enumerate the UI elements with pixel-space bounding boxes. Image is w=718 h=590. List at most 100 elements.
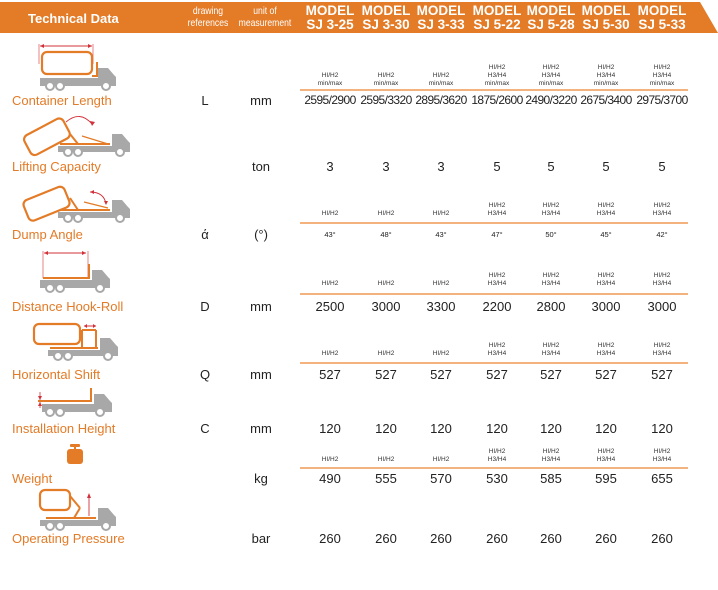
variant-note-line: H3/H4 bbox=[487, 210, 507, 217]
variant-note-line: HI/H2 bbox=[488, 448, 506, 455]
variant-note-line: HI/H2 bbox=[653, 202, 671, 209]
variant-note-line: H3/H4 bbox=[487, 280, 507, 287]
variant-note-line: HI/H2 bbox=[377, 72, 395, 79]
model-variant-note: HI/H2 bbox=[301, 342, 359, 358]
header-unit-of-measurement: unit of measurement bbox=[238, 5, 292, 29]
variant-note-line: H3/H4 bbox=[541, 280, 561, 287]
spec-value: 527 bbox=[540, 367, 562, 382]
header-band bbox=[0, 2, 718, 33]
spec-value: 3000 bbox=[591, 299, 621, 314]
variant-note-line: HI/H2 bbox=[542, 272, 560, 279]
model-variant-note: HI/H2 H3/H4 bbox=[468, 272, 526, 288]
spec-value: 527 bbox=[430, 367, 452, 382]
variant-note-line: HI/H2 bbox=[321, 350, 339, 357]
variant-note-line: min/max bbox=[593, 80, 619, 87]
variant-note-line: HI/H2 bbox=[432, 350, 450, 357]
row-separator bbox=[300, 362, 688, 364]
model-variant-note: HI/H2 H3/H4 bbox=[522, 448, 580, 464]
variant-note-line: HI/H2 bbox=[597, 448, 615, 455]
model-header: MODEL SJ 5-28 bbox=[521, 4, 581, 32]
spec-value: 260 bbox=[595, 531, 617, 546]
model-variant-note: HI/H2 bbox=[301, 272, 359, 288]
unit-of-measurement: mm bbox=[250, 421, 272, 436]
dump-angle-icon bbox=[22, 185, 130, 223]
spec-value: 2200 bbox=[482, 299, 512, 314]
model-variant-note: HI/H2 H3/H4 min/max bbox=[577, 64, 635, 88]
spec-label: Lifting Capacity bbox=[12, 159, 101, 174]
model-header: MODEL SJ 3-30 bbox=[356, 4, 416, 32]
variant-note-line: HI/H2 bbox=[321, 210, 339, 217]
model-header-line1: MODEL bbox=[526, 3, 576, 18]
variant-note-line: HI/H2 bbox=[432, 210, 450, 217]
spec-value: 120 bbox=[375, 421, 397, 436]
variant-note-line: HI/H2 bbox=[653, 342, 671, 349]
model-variant-note: HI/H2 H3/H4 bbox=[633, 272, 691, 288]
unit-of-measurement: bar bbox=[251, 531, 271, 546]
variant-note-line: min/max bbox=[317, 80, 343, 87]
model-variant-note: HI/H2 H3/H4 bbox=[468, 202, 526, 218]
variant-note-line: HI/H2 bbox=[377, 210, 395, 217]
spec-label: Installation Height bbox=[12, 421, 116, 436]
model-header-line1: MODEL bbox=[581, 3, 631, 18]
variant-note-line: HI/H2 bbox=[653, 448, 671, 455]
variant-note-line: HI/H2 bbox=[321, 280, 339, 287]
variant-note-line: H3/H4 bbox=[652, 350, 672, 357]
variant-note-line bbox=[357, 64, 415, 72]
spec-value: 527 bbox=[486, 367, 508, 382]
variant-note-line: HI/H2 bbox=[432, 280, 450, 287]
spec-value: 2490/3220 bbox=[525, 93, 577, 107]
spec-value: 120 bbox=[540, 421, 562, 436]
variant-note-line bbox=[357, 342, 415, 350]
drawing-reference: C bbox=[200, 421, 210, 436]
variant-note-line: HI/H2 bbox=[321, 72, 339, 79]
model-variant-note: HI/H2 bbox=[301, 202, 359, 218]
model-variant-note: HI/H2 min/max bbox=[412, 64, 470, 88]
model-variant-note: HI/H2 bbox=[357, 448, 415, 464]
spec-value: 555 bbox=[375, 471, 397, 486]
spec-value: 3 bbox=[382, 159, 390, 174]
unit-of-measurement: kg bbox=[254, 471, 268, 486]
model-variant-note: HI/H2 bbox=[412, 272, 470, 288]
spec-label: Dump Angle bbox=[12, 227, 83, 242]
variant-note-line: min/max bbox=[373, 80, 399, 87]
model-variant-note: HI/H2 H3/H4 bbox=[577, 202, 635, 218]
spec-value: 45° bbox=[600, 230, 612, 239]
model-variant-note: HI/H2 H3/H4 bbox=[522, 272, 580, 288]
model-variant-note: HI/H2 H3/H4 bbox=[468, 342, 526, 358]
installation-height-icon bbox=[38, 388, 112, 417]
variant-note-line: min/max bbox=[484, 80, 510, 87]
model-variant-note: HI/H2 bbox=[301, 448, 359, 464]
spec-value: 5 bbox=[547, 159, 555, 174]
variant-note-line: HI/H2 bbox=[432, 456, 450, 463]
spec-value: 120 bbox=[319, 421, 341, 436]
variant-note-line: HI/H2 bbox=[432, 72, 450, 79]
variant-note-line: H3/H4 bbox=[652, 72, 672, 79]
variant-note-line: H3/H4 bbox=[596, 350, 616, 357]
spec-value: 3 bbox=[437, 159, 445, 174]
model-variant-note: HI/H2 H3/H4 bbox=[522, 342, 580, 358]
spec-value: 48° bbox=[380, 230, 392, 239]
variant-note-line bbox=[301, 272, 359, 280]
drawing-reference: Q bbox=[199, 367, 211, 382]
spec-label: Weight bbox=[12, 471, 53, 486]
spec-value: 42° bbox=[656, 230, 668, 239]
variant-note-line: HI/H2 bbox=[488, 342, 506, 349]
unit-of-measurement: mm bbox=[250, 367, 272, 382]
model-variant-note: HI/H2 H3/H4 bbox=[633, 448, 691, 464]
spec-value: 260 bbox=[540, 531, 562, 546]
variant-note-line bbox=[412, 342, 470, 350]
model-variant-note: HI/H2 H3/H4 min/max bbox=[522, 64, 580, 88]
model-header: MODEL SJ 5-22 bbox=[467, 4, 527, 32]
spec-value: 2675/3400 bbox=[580, 93, 632, 107]
model-header: MODEL SJ 3-25 bbox=[300, 4, 360, 32]
variant-note-line: HI/H2 bbox=[377, 456, 395, 463]
model-variant-note: HI/H2 H3/H4 min/max bbox=[468, 64, 526, 88]
spec-value: 120 bbox=[651, 421, 673, 436]
variant-note-line bbox=[301, 342, 359, 350]
spec-value: 120 bbox=[595, 421, 617, 436]
variant-note-line: HI/H2 bbox=[488, 202, 506, 209]
spec-value: 2895/3620 bbox=[415, 93, 467, 107]
spec-value: 120 bbox=[430, 421, 452, 436]
spec-value: 2975/3700 bbox=[636, 93, 688, 107]
model-header-line1: MODEL bbox=[305, 3, 355, 18]
